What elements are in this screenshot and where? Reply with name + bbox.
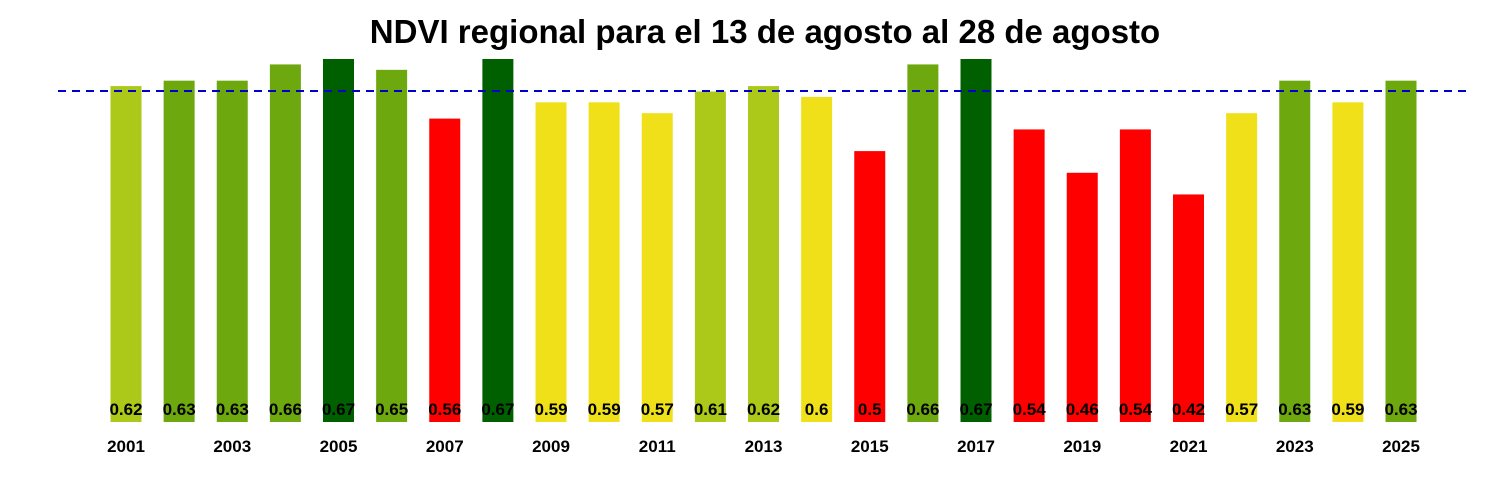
- bar-2025: [1385, 80, 1417, 423]
- bar-2018: [1013, 129, 1045, 422]
- x-tick-2025: 2025: [1382, 437, 1420, 456]
- value-label-2001: 0.62: [109, 400, 142, 419]
- bar-2008: [482, 59, 514, 422]
- x-tick-2017: 2017: [957, 437, 995, 456]
- value-label-2015: 0.5: [858, 400, 882, 419]
- x-tick-2005: 2005: [320, 437, 358, 456]
- value-label-2004: 0.66: [269, 400, 302, 419]
- bar-2014: [801, 96, 833, 423]
- bar-2022: [1226, 113, 1258, 423]
- x-tick-2011: 2011: [639, 437, 676, 456]
- bar-2017: [960, 59, 992, 422]
- value-label-2023: 0.63: [1278, 400, 1311, 419]
- x-tick-2015: 2015: [851, 437, 889, 456]
- value-label-2016: 0.66: [906, 400, 939, 419]
- value-label-2012: 0.61: [694, 400, 727, 419]
- x-tick-2007: 2007: [426, 437, 464, 456]
- value-label-2019: 0.46: [1066, 400, 1099, 419]
- bar-2006: [376, 69, 408, 422]
- value-label-2021: 0.42: [1172, 400, 1205, 419]
- value-label-2008: 0.67: [481, 400, 514, 419]
- bar-2002: [163, 80, 195, 423]
- bar-2003: [216, 80, 248, 423]
- bar-2005: [323, 59, 354, 422]
- value-label-2013: 0.62: [747, 400, 780, 419]
- bar-2015: [854, 151, 886, 422]
- bar-2001: [110, 86, 142, 422]
- value-label-2002: 0.63: [163, 400, 196, 419]
- bar-2013: [748, 86, 779, 422]
- x-tick-2001: 2001: [107, 437, 145, 456]
- value-label-2024: 0.59: [1331, 400, 1364, 419]
- x-tick-2021: 2021: [1170, 437, 1208, 456]
- x-tick-2019: 2019: [1063, 437, 1101, 456]
- bar-2007: [429, 118, 461, 422]
- bar-2012: [694, 91, 726, 422]
- bar-2009: [535, 102, 567, 422]
- value-label-2007: 0.56: [428, 400, 461, 419]
- value-label-2018: 0.54: [1013, 400, 1047, 419]
- bar-2019: [1066, 172, 1098, 422]
- bar-2011: [641, 113, 673, 423]
- bar-2021: [1173, 194, 1204, 422]
- value-labels-group: 0.62 0.63 0.63 0.66 0.67 0.65 0.56 0.67 0.59 0.59…: [109, 400, 1417, 419]
- x-tick-2009: 2009: [532, 437, 570, 456]
- value-label-2010: 0.59: [588, 400, 621, 419]
- bar-2020: [1119, 129, 1151, 422]
- value-label-2020: 0.54: [1119, 400, 1153, 419]
- bar-2004: [269, 64, 301, 423]
- chart-title: NDVI regional para el 13 de agosto al 28…: [370, 13, 1160, 50]
- value-label-2003: 0.63: [216, 400, 249, 419]
- x-tick-2003: 2003: [213, 437, 251, 456]
- value-label-2011: 0.57: [641, 400, 674, 419]
- value-label-2006: 0.65: [375, 400, 408, 419]
- value-label-2009: 0.59: [534, 400, 567, 419]
- bar-2023: [1279, 80, 1311, 423]
- value-label-2022: 0.57: [1225, 400, 1258, 419]
- bar-2016: [907, 64, 939, 423]
- x-tick-2023: 2023: [1276, 437, 1314, 456]
- value-label-2017: 0.67: [959, 400, 992, 419]
- bar-2024: [1332, 102, 1364, 422]
- bars-group: [110, 59, 1417, 423]
- x-tick-2013: 2013: [745, 437, 783, 456]
- value-label-2014: 0.6: [805, 400, 829, 419]
- x-axis-ticks: 2001 2003 2005 2007 2009 2011 2013 2015 2017 2019…: [107, 437, 1420, 456]
- value-label-2025: 0.63: [1384, 400, 1417, 419]
- bar-2010: [588, 102, 620, 422]
- value-label-2005: 0.67: [322, 400, 355, 419]
